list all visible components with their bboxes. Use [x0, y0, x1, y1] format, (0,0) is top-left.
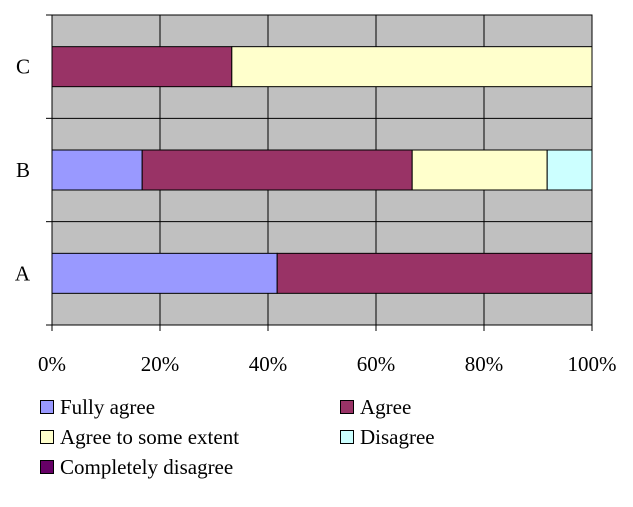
- legend: Fully agree Agree Agree to some extent D…: [40, 392, 600, 482]
- bar-b-agree: [141, 149, 413, 191]
- bar-b-fully-agree: [51, 149, 143, 191]
- bar-a-fully-agree: [51, 252, 278, 294]
- legend-label-completely-disagree: Completely disagree: [60, 454, 234, 479]
- bar-a-agree: [276, 252, 593, 294]
- legend-label-agree-to-some-extent: Agree to some extent: [60, 424, 240, 449]
- legend-label-agree: Agree: [360, 394, 412, 419]
- legend-swatch-fully-agree: [40, 400, 54, 414]
- category-label: B: [16, 158, 30, 182]
- legend-row: Completely disagree: [40, 452, 600, 482]
- x-tick-label: 0%: [38, 352, 66, 376]
- legend-item-agree: Agree: [340, 395, 411, 420]
- legend-swatch-agree-to-some-extent: [40, 430, 54, 444]
- legend-label-fully-agree: Fully agree: [60, 394, 156, 419]
- x-tick-label: 100%: [568, 352, 617, 376]
- legend-label-disagree: Disagree: [360, 424, 435, 449]
- x-tick-label: 80%: [465, 352, 504, 376]
- bar-b-agree-to-some-extent: [411, 149, 548, 191]
- bar-c-agree: [51, 46, 233, 88]
- category-label: C: [16, 55, 30, 79]
- legend-swatch-disagree: [340, 430, 354, 444]
- legend-row: Fully agree Agree: [40, 392, 600, 422]
- bar-b-disagree: [546, 149, 593, 191]
- x-tick-label: 60%: [357, 352, 396, 376]
- legend-item-agree-to-some-extent: Agree to some extent: [40, 425, 340, 450]
- legend-item-disagree: Disagree: [340, 425, 435, 450]
- legend-swatch-completely-disagree: [40, 460, 54, 474]
- legend-row: Agree to some extent Disagree: [40, 422, 600, 452]
- legend-item-completely-disagree: Completely disagree: [40, 455, 340, 480]
- legend-item-fully-agree: Fully agree: [40, 395, 340, 420]
- legend-swatch-agree: [340, 400, 354, 414]
- x-tick-label: 20%: [141, 352, 180, 376]
- x-tick-label: 40%: [249, 352, 288, 376]
- bar-c-agree-to-some-extent: [231, 46, 593, 88]
- category-label: A: [15, 261, 31, 285]
